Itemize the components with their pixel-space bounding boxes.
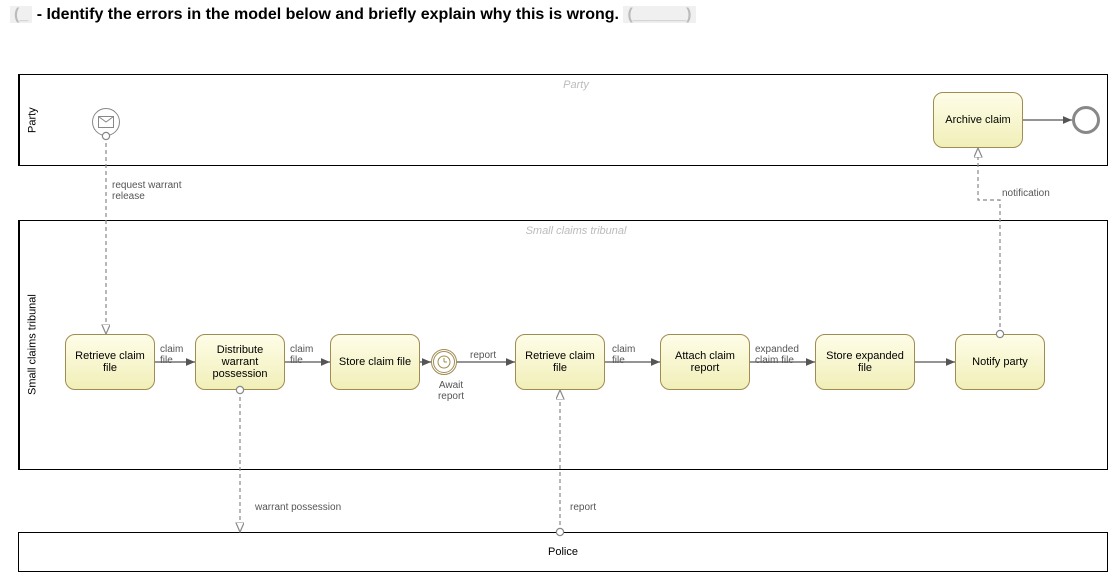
- pool-party-watermark: Party: [563, 79, 589, 91]
- task-attach-label: Attach claim report: [665, 350, 745, 374]
- task-archive-label: Archive claim: [945, 114, 1010, 126]
- label-warrant-possession: warrant possession: [255, 502, 341, 513]
- label-notification: notification: [1002, 188, 1050, 199]
- task-retrieve-claim-file-2: Retrieve claim file: [515, 334, 605, 390]
- question-blur-suffix: (______): [623, 6, 695, 23]
- pool-police: Police: [18, 532, 1108, 572]
- task-distribute-warrant: Distribute warrant possession: [195, 334, 285, 390]
- question-body: - Identify the errors in the model below…: [37, 6, 624, 23]
- label-report-2: report: [570, 502, 596, 513]
- end-event: [1072, 106, 1100, 134]
- question-text: (_ - Identify the errors in the model be…: [10, 6, 696, 24]
- pool-tribunal-watermark: Small claims tribunal: [526, 225, 627, 237]
- pool-tribunal-label: Small claims tribunal: [19, 221, 45, 469]
- label-claim-file-3: claim file: [612, 344, 646, 366]
- label-claim-file-2: claim file: [290, 344, 324, 366]
- task-retrieve1-label: Retrieve claim file: [70, 350, 150, 374]
- label-expanded-claim-file: expanded claim file: [755, 344, 811, 366]
- task-store-claim-file: Store claim file: [330, 334, 420, 390]
- task-notify-label: Notify party: [972, 356, 1028, 368]
- pool-party-label: Party: [19, 75, 45, 165]
- task-retrieve2-label: Retrieve claim file: [520, 350, 600, 374]
- clock-icon: [437, 355, 451, 369]
- task-store-expanded-file: Store expanded file: [815, 334, 915, 390]
- start-message-event: [92, 108, 120, 136]
- task-attach-claim-report: Attach claim report: [660, 334, 750, 390]
- task-store1-label: Store claim file: [339, 356, 411, 368]
- label-await-report: Await report: [431, 380, 471, 402]
- task-retrieve-claim-file-1: Retrieve claim file: [65, 334, 155, 390]
- label-request-warrant: request warrant release: [112, 180, 202, 202]
- task-archive-claim: Archive claim: [933, 92, 1023, 148]
- label-claim-file-1: claim file: [160, 344, 194, 366]
- task-distribute-label: Distribute warrant possession: [200, 344, 280, 380]
- label-report-1: report: [470, 350, 496, 361]
- question-blur-prefix: (_: [10, 6, 32, 23]
- envelope-icon: [98, 116, 114, 128]
- task-notify-party: Notify party: [955, 334, 1045, 390]
- timer-event: [431, 349, 457, 375]
- pool-police-label: Police: [548, 546, 578, 558]
- task-store2-label: Store expanded file: [820, 350, 910, 374]
